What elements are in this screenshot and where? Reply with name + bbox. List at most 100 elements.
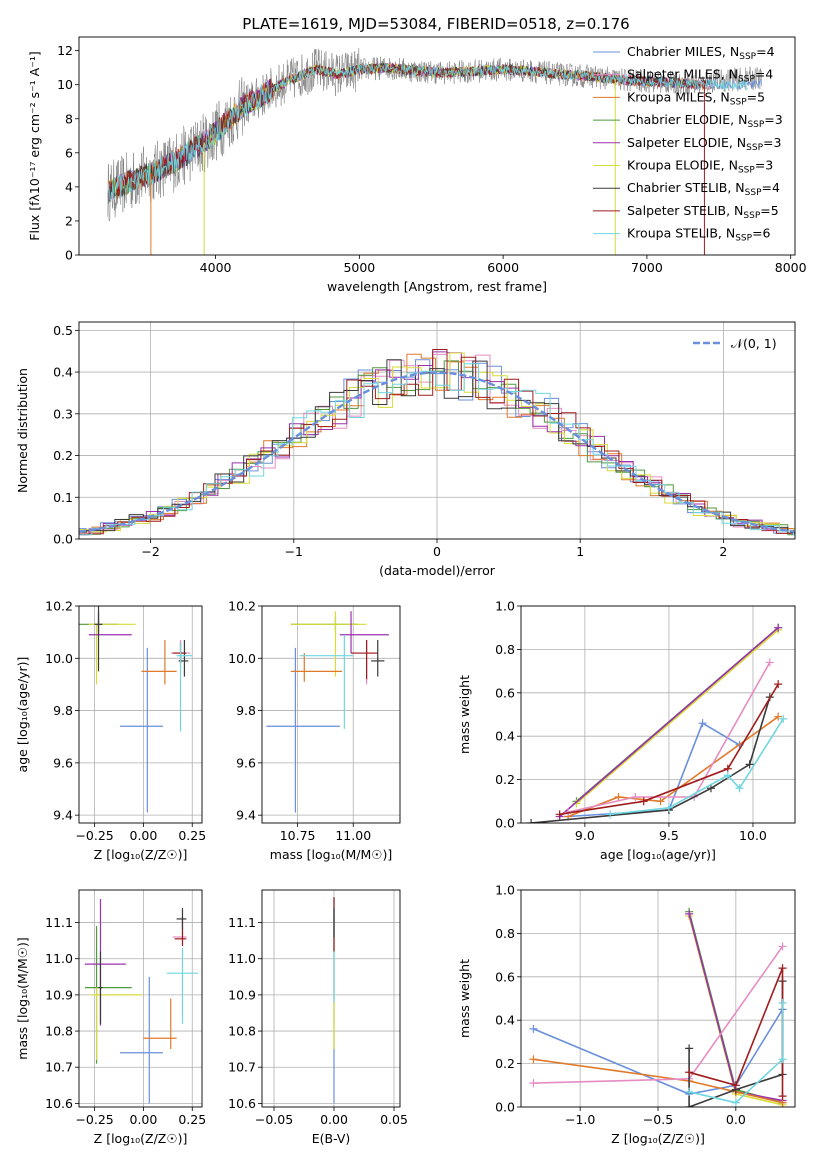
weight-point (639, 797, 648, 806)
panel-massweight-vs-Z: −1.0 −0.5 0.0 0.0 0.2 0.4 0.6 0.8 1.0 Z [log₁₀(Z/… (457, 883, 796, 1146)
x-tick-label: 7000 (631, 260, 663, 275)
panel-spectrum: 4000 5000 6000 7000 8000 0 2 4 6 8 10 12 wavelength … (27, 36, 807, 294)
x-tick-label: 6000 (487, 260, 519, 275)
x-tick-label: 0.00 (130, 1112, 158, 1127)
x-tick-label: 0.00 (130, 828, 158, 843)
legend-entry: Kroupa STELIB, NSSP=6 (627, 226, 771, 244)
y-tick-label: 11.1 (228, 915, 256, 930)
y-tick-label: 0.2 (495, 772, 515, 787)
axes-frame (78, 321, 796, 540)
plot-area (529, 907, 787, 1107)
x-tick-label: 5000 (343, 260, 375, 275)
weight-point (656, 797, 665, 806)
x-tick-label: 9.0 (575, 828, 595, 843)
y-tick-label: 10 (57, 77, 73, 92)
y-tick-label: 0.4 (495, 1013, 515, 1028)
weight-series-3 (533, 1008, 784, 1095)
panel-mass-vs-Z: −0.25 0.00 0.25 10.6 10.7 10.8 10.9 11.0 11.1 Z [… (15, 889, 206, 1146)
weight-series-7 (559, 683, 779, 816)
panel-age-vs-Z: −0.25 0.00 0.25 9.4 9.6 9.8 10.0 10.2 Z [log₁₀(Z… (15, 599, 206, 863)
x-tick-label: 10.75 (280, 828, 316, 843)
plot-area (527, 623, 788, 823)
histogram-series-7 (79, 349, 795, 535)
y-tick-label: 0.5 (53, 323, 73, 338)
axes-frame (78, 605, 203, 824)
y-tick-label: 0 (65, 248, 73, 263)
y-tick-label: 10.6 (45, 1096, 73, 1111)
y-tick-label: 10.2 (45, 599, 73, 614)
weight-point (778, 1092, 787, 1101)
weight-point (723, 771, 732, 780)
x-tick-label: 0.05 (380, 1112, 408, 1127)
x-tick-label: −0.05 (255, 1112, 293, 1127)
y-tick-label: 9.8 (53, 703, 73, 718)
x-axis-label: wavelength [Angstrom, rest frame] (327, 279, 547, 294)
x-axis-label: (data-model)/error (379, 563, 496, 578)
figure-title: PLATE=1619, MJD=53084, FIBERID=0518, z=0… (242, 15, 629, 33)
y-tick-label: 10.8 (45, 1024, 73, 1039)
weight-point (765, 658, 774, 667)
plot-area (84, 899, 199, 1104)
legend-entry: Salpeter ELODIE, NSSP=3 (627, 135, 781, 153)
x-tick-label: 0.25 (178, 828, 206, 843)
y-tick-label: 0.1 (53, 490, 73, 505)
x-tick-label: −0.25 (75, 1112, 113, 1127)
weight-point (731, 1081, 740, 1090)
y-tick-label: 10.6 (228, 1096, 256, 1111)
weight-series-8 (688, 1002, 784, 1104)
x-tick-label: 1 (576, 544, 584, 559)
y-tick-label: 10.2 (228, 599, 256, 614)
x-axis-label: mass [log₁₀(M/M☉)] (270, 847, 392, 862)
legend-entry: Salpeter STELIB, NSSP=5 (627, 203, 779, 221)
x-tick-label: −1.0 (565, 1112, 595, 1127)
legend-entry: 𝒩(0, 1) (731, 336, 777, 351)
x-tick-label: 2 (719, 544, 727, 559)
y-tick-label: 9.4 (236, 808, 256, 823)
axes-frame (78, 889, 203, 1108)
legend-entry: Chabrier MILES, NSSP=4 (627, 44, 775, 62)
y-tick-label: 11.1 (45, 915, 73, 930)
legend: Chabrier MILES, NSSP=4 Salpeter MILES, NS… (593, 44, 783, 244)
weight-point (778, 1055, 787, 1064)
weight-point (685, 909, 694, 918)
x-tick-label: −0.25 (75, 828, 113, 843)
y-tick-label: 0.8 (495, 642, 515, 657)
weight-point (774, 680, 783, 689)
legend-entry: Salpeter MILES, NSSP=4 (627, 67, 773, 85)
x-axis-label: Z [log₁₀(Z/Z☉)] (94, 1131, 188, 1146)
y-tick-label: 0.3 (53, 406, 73, 421)
x-tick-label: 8000 (775, 260, 807, 275)
weight-point (774, 623, 783, 632)
x-axis-label: E(B-V) (312, 1131, 351, 1146)
y-tick-label: 0.4 (53, 365, 73, 380)
y-tick-label: 10.9 (228, 987, 256, 1002)
y-tick-label: 0.6 (495, 969, 515, 984)
x-tick-label: −2 (141, 544, 159, 559)
normal-curve (79, 371, 795, 533)
x-tick-label: −0.5 (643, 1112, 673, 1127)
x-tick-label: 10.0 (739, 828, 767, 843)
x-tick-label: 4000 (200, 260, 232, 275)
weight-point (685, 1068, 694, 1077)
panel-mass-vs-EBV: −0.05 0.00 0.05 10.6 10.7 10.8 10.9 11.0 11.1 E(B… (228, 889, 408, 1146)
weight-point (606, 810, 615, 819)
weight-point (529, 1079, 538, 1088)
panel-massweight-vs-age: 9.0 9.5 10.0 0.0 0.2 0.4 0.6 0.8 1.0 age [log₁₀(a… (457, 599, 796, 862)
weight-point (685, 1103, 694, 1107)
weight-point (631, 792, 640, 801)
weight-point (778, 942, 787, 951)
weight-series-1 (575, 629, 779, 805)
weight-series-5 (567, 662, 771, 813)
x-tick-label: 0 (433, 544, 441, 559)
weight-series-2 (559, 627, 779, 818)
axes-frame (520, 605, 796, 824)
legend-entry: Kroupa ELODIE, NSSP=3 (627, 158, 773, 176)
weight-point (529, 1024, 538, 1033)
y-tick-label: 9.6 (236, 755, 256, 770)
x-tick-label: 0.00 (320, 1112, 348, 1127)
weight-point (735, 784, 744, 793)
plot-area (79, 349, 795, 536)
weight-point (529, 1055, 538, 1064)
y-axis-label: mass [log₁₀(M/M☉)] (15, 937, 30, 1059)
y-tick-label: 0.0 (495, 1100, 515, 1115)
